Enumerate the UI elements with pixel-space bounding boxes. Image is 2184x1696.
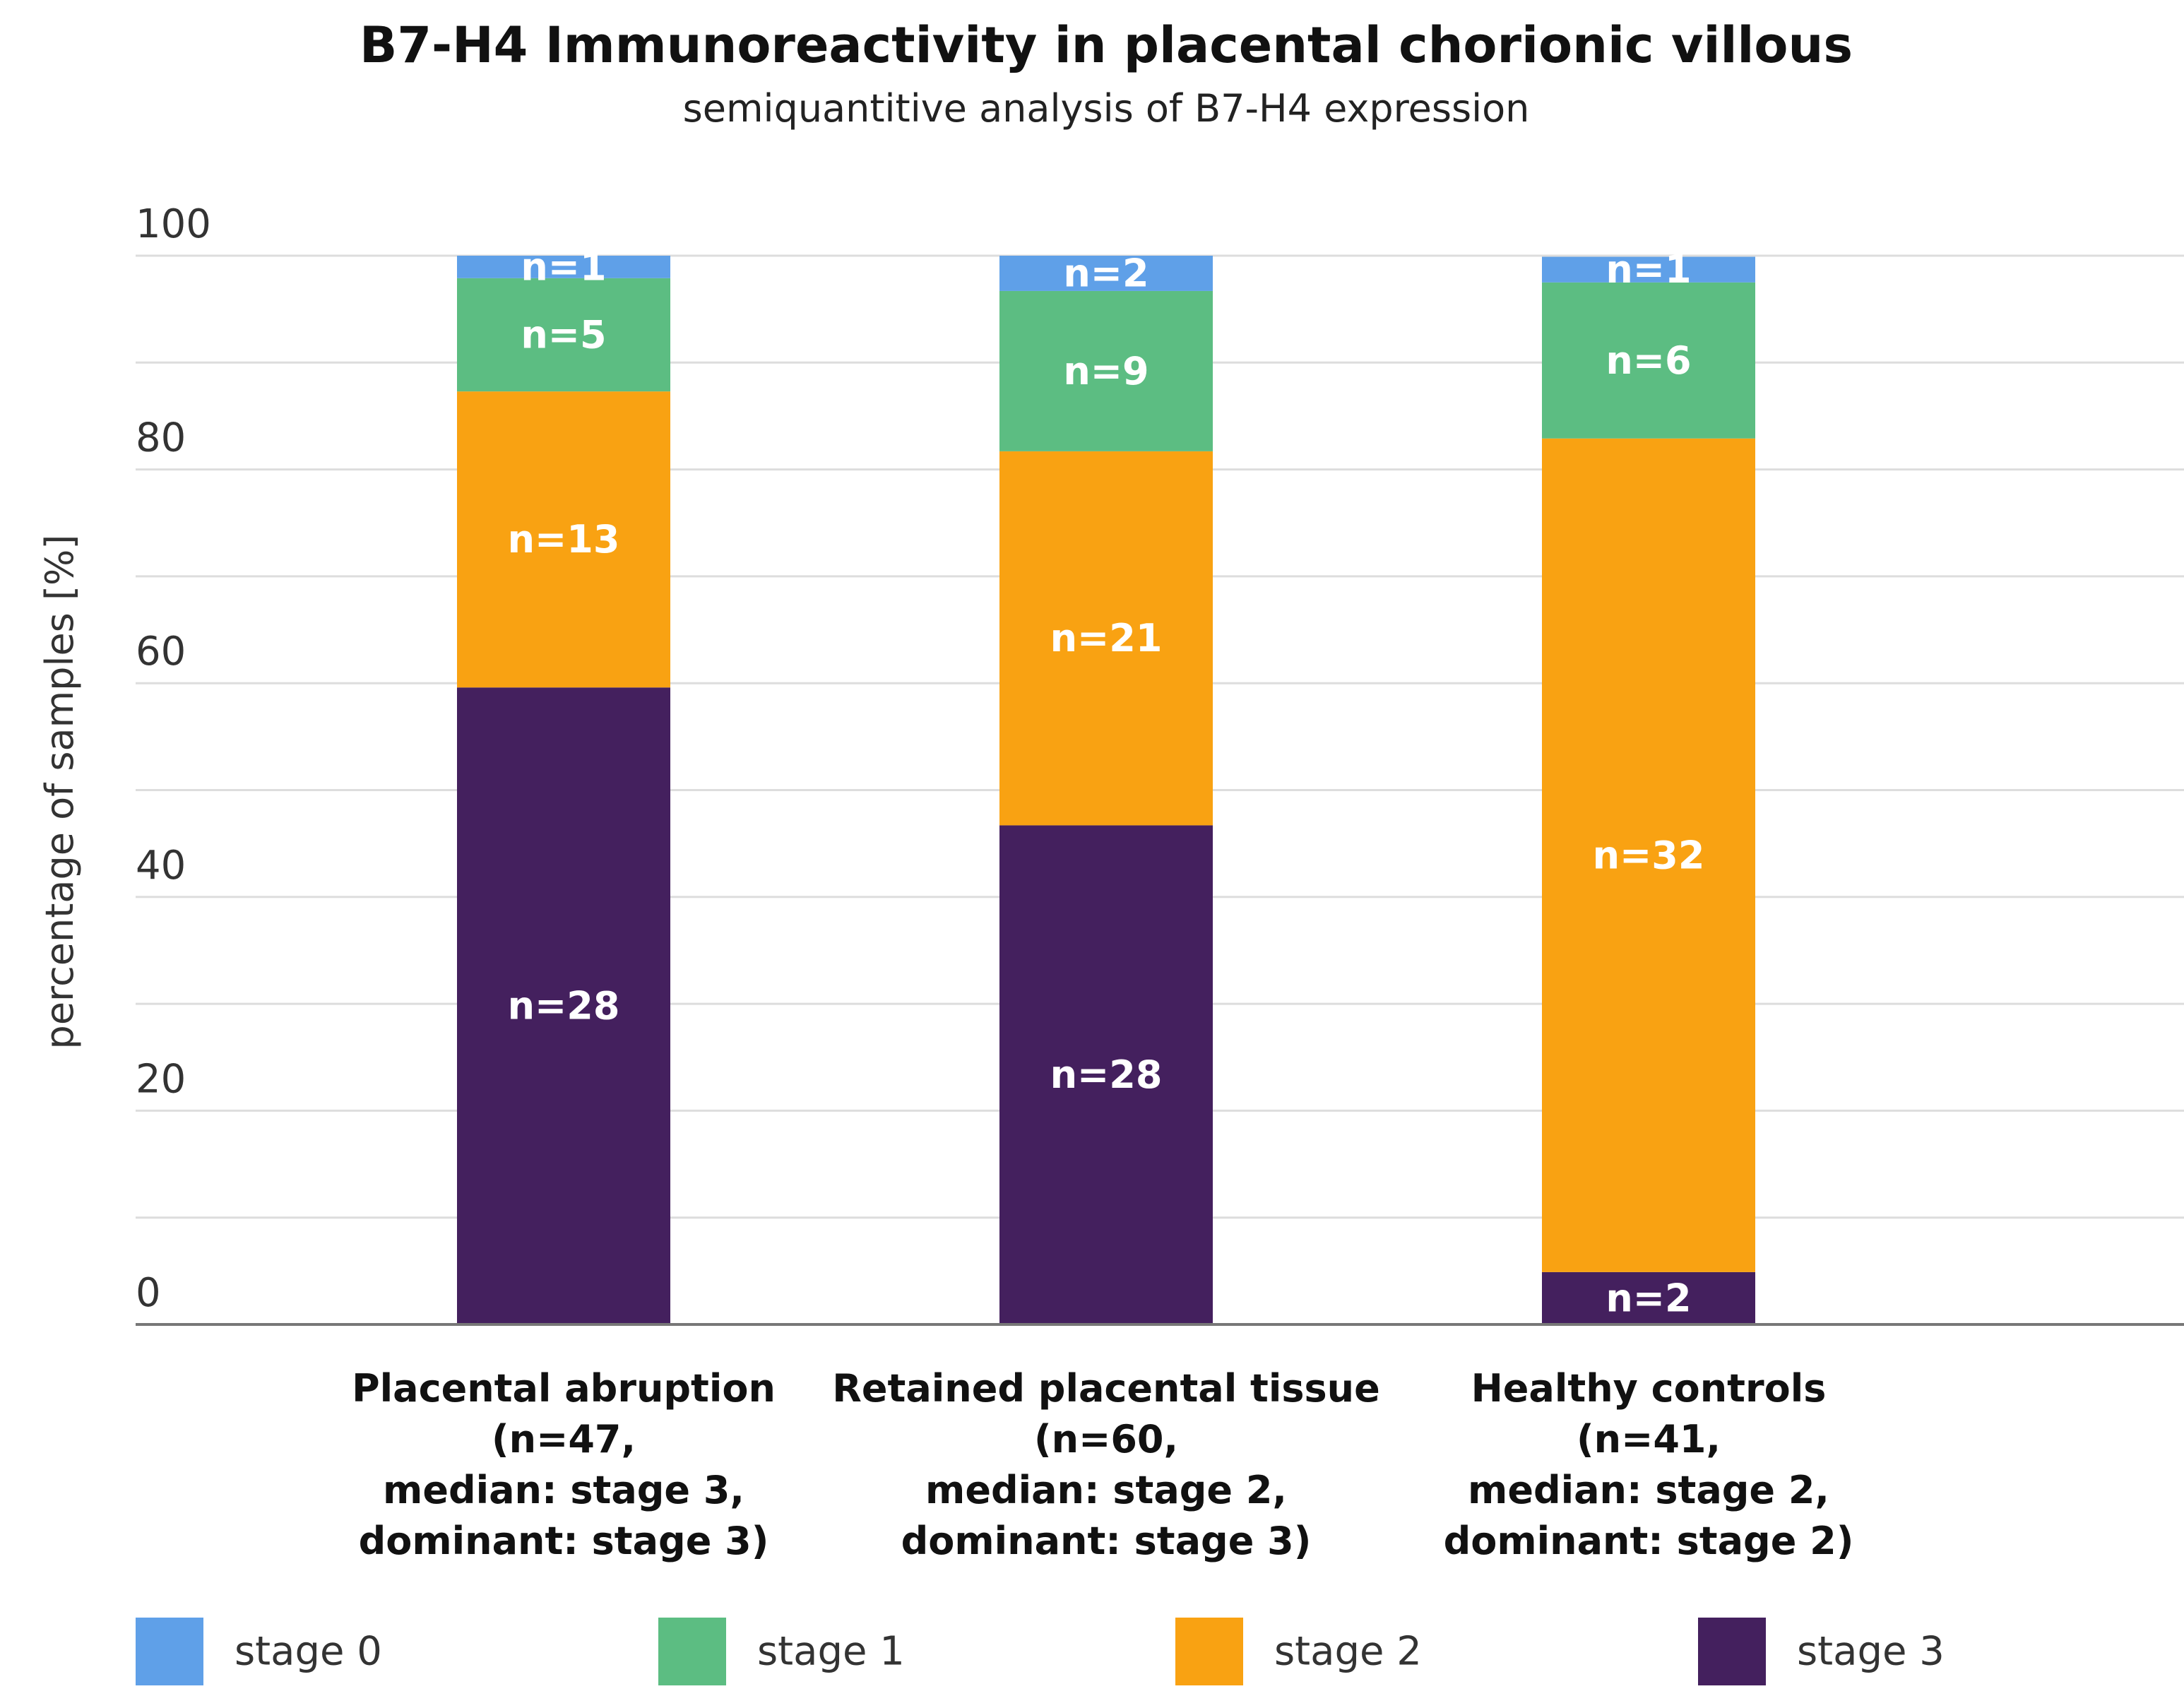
legend-item: stage 0: [136, 1618, 382, 1685]
legend-label: stage 2: [1274, 1629, 1422, 1675]
y-tick-label: 0: [136, 1270, 161, 1316]
data-label: n=5: [521, 312, 606, 357]
bar-segment-stage-0: [1542, 256, 1755, 283]
x-category-label: Placental abruption (n=47, median: stage 3…: [352, 1366, 776, 1563]
y-tick-label: 80: [136, 415, 186, 461]
chart-title: B7-H4 Immunoreactivity in placental chor…: [360, 16, 1853, 74]
legend-item: stage 1: [658, 1618, 905, 1685]
chart-subtitle: semiquantitive analysis of B7-H4 express…: [683, 86, 1530, 131]
data-label: n=6: [1606, 338, 1691, 383]
data-label: n=32: [1593, 833, 1705, 877]
legend-label: stage 1: [757, 1629, 905, 1675]
segment-labels: n=28 n=13 n=5 n=1 n=28 n=21 n=9 n=2 n=2 n=32 n=6 n=…: [508, 244, 1705, 1320]
legend-label: stage 0: [235, 1629, 382, 1675]
bar-segment-stage-3: [457, 687, 670, 1324]
legend-swatch: [136, 1618, 203, 1685]
legend: stage 0 stage 1 stage 2 stage 3: [136, 1618, 1945, 1685]
data-label: n=28: [508, 984, 620, 1028]
bar-segment-stage-1: [1542, 282, 1755, 439]
bar-segment-stage-3: [999, 825, 1213, 1324]
bar-segment-stage-2: [1542, 438, 1755, 1272]
data-label: n=2: [1606, 1276, 1691, 1320]
y-tick-label: 100: [136, 201, 211, 247]
x-category-label: Retained placental tissue (n=60, median: s…: [832, 1366, 1379, 1563]
data-label: n=21: [1050, 616, 1163, 660]
bar-segment-stage-0: [457, 256, 670, 278]
legend-swatch: [658, 1618, 726, 1685]
y-tick-labels: 0 20 40 60 80 100: [136, 201, 211, 1316]
bar-segment-stage-0: [999, 256, 1213, 291]
data-label: n=1: [1606, 247, 1691, 292]
data-label: n=13: [508, 517, 620, 562]
y-tick-label: 60: [136, 629, 186, 675]
legend-item: stage 3: [1698, 1618, 1945, 1685]
data-label: n=9: [1063, 349, 1149, 393]
bar-segment-stage-1: [999, 290, 1213, 451]
bar-segment-stage-1: [457, 278, 670, 392]
data-label: n=2: [1063, 251, 1149, 295]
y-axis-label: percentage of samples [%]: [37, 535, 82, 1050]
bars: [457, 256, 1755, 1324]
legend-swatch: [1175, 1618, 1243, 1685]
bar-segment-stage-2: [457, 391, 670, 688]
bar-segment-stage-3: [1542, 1271, 1755, 1324]
data-label: n=1: [521, 244, 606, 289]
x-category-label: Healthy controls (n=41, median: stage 2, do…: [1444, 1366, 1854, 1563]
legend-label: stage 3: [1797, 1629, 1945, 1675]
bar-segment-stage-2: [999, 451, 1213, 826]
legend-item: stage 2: [1175, 1618, 1422, 1685]
data-label: n=28: [1050, 1052, 1163, 1097]
legend-swatch: [1698, 1618, 1766, 1685]
y-tick-label: 40: [136, 843, 186, 889]
x-category-labels: Placental abruption (n=47, median: stage 3…: [352, 1366, 1853, 1563]
y-tick-label: 20: [136, 1056, 186, 1102]
